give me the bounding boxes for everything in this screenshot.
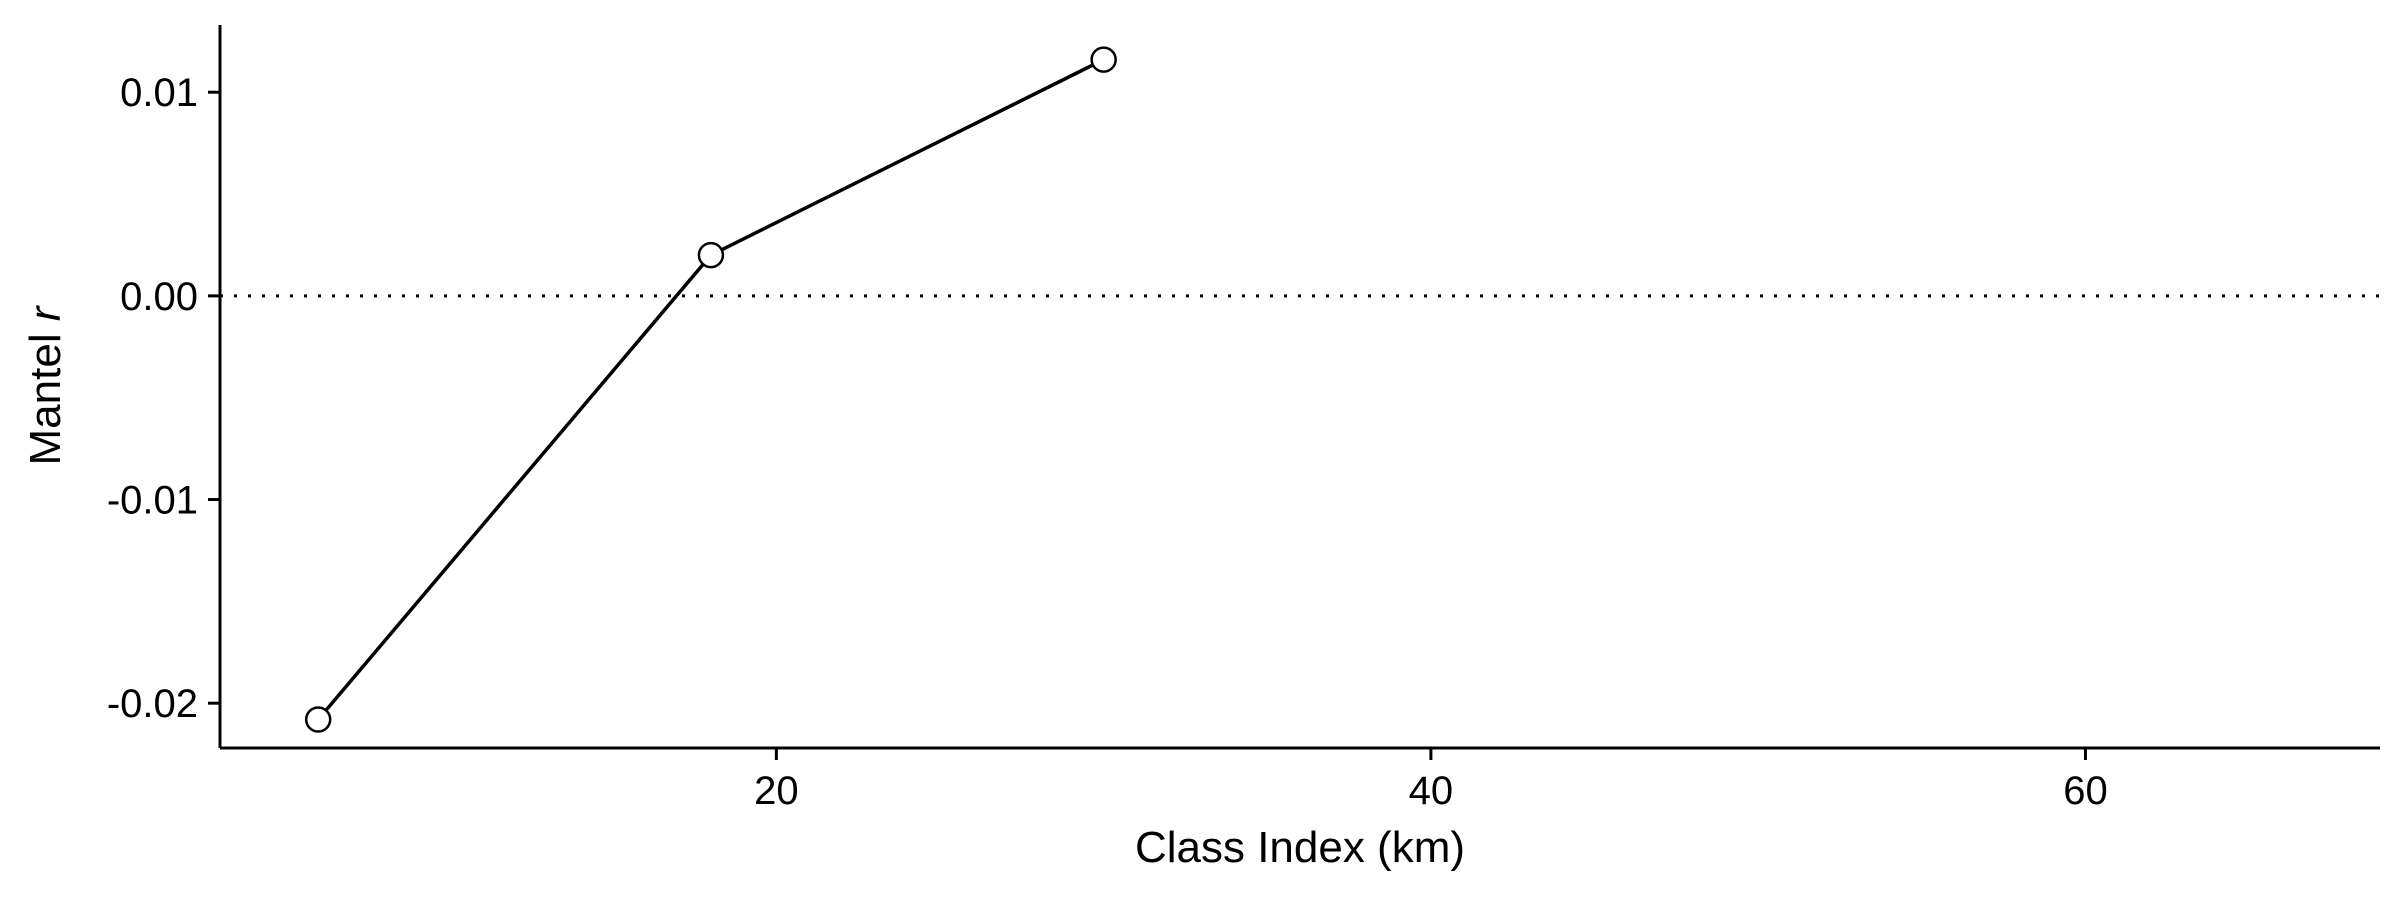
x-axis-title: Class Index (km)	[1135, 823, 1465, 872]
y-tick-label: -0.01	[107, 479, 198, 523]
y-axis-title: Mantel r	[21, 304, 70, 465]
y-tick-label: -0.02	[107, 682, 198, 726]
y-axis-title-prefix: Mantel	[21, 321, 70, 465]
axes-layer	[218, 25, 2380, 750]
series-line	[316, 58, 1105, 721]
y-tick-label: 0.00	[120, 275, 198, 319]
data-point	[1090, 46, 1117, 73]
x-tick-label: 40	[1409, 769, 1454, 813]
y-tick-label: 0.01	[120, 71, 198, 115]
data-point	[304, 706, 332, 733]
y-axis-title-italic: r	[21, 304, 70, 321]
series-layer	[304, 46, 1117, 733]
x-tick-label: 60	[2063, 769, 2108, 813]
ticks-layer: -0.02 -0.01 0.00 0.01 20 40 60	[107, 71, 2108, 813]
data-point	[697, 241, 725, 269]
x-tick-label: 20	[754, 769, 799, 813]
